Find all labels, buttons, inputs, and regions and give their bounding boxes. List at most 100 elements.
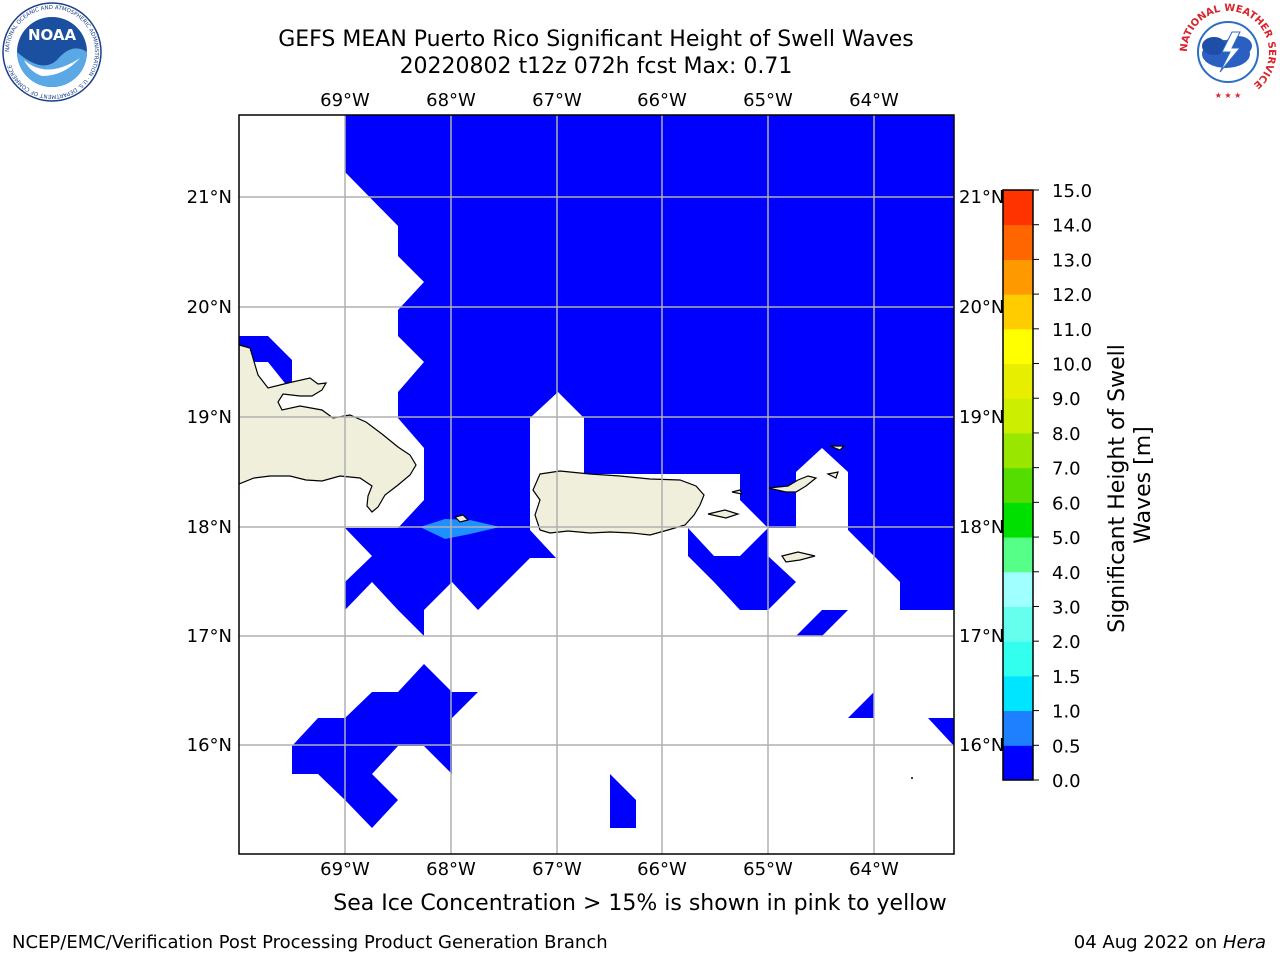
colorbar-tick-label: 10.0: [1052, 355, 1092, 376]
colorbar-segment: [1003, 190, 1033, 226]
colorbar-segment: [1003, 224, 1033, 260]
footer-credit: NCEP/EMC/Verification Post Processing Pr…: [12, 932, 608, 953]
colorbar-segment: [1003, 537, 1033, 573]
colorbar-segment: [1003, 675, 1033, 712]
map-frame: [238, 114, 955, 855]
ocean-region-south: [292, 664, 478, 828]
ocean-region-northwest-strip: [239, 336, 292, 392]
svg-text:★ ★ ★: ★ ★ ★: [1215, 91, 1242, 100]
lat-label-left: 21°N: [187, 187, 232, 208]
lat-label-right: 16°N: [959, 735, 1004, 756]
lat-label-left: 20°N: [187, 297, 232, 318]
longitude-labels-bottom: 69°W 68°W 67°W 66°W 65°W 64°W: [320, 859, 899, 880]
lon-label-top: 68°W: [426, 90, 476, 111]
lon-label-bottom: 67°W: [532, 859, 582, 880]
puerto-rico: [532, 470, 705, 536]
anegada: [826, 471, 839, 479]
colorbar-segment: [1003, 259, 1033, 295]
colorbar-tick-label: 1.0: [1052, 702, 1081, 723]
colorbar-segment: [1003, 710, 1033, 746]
colorbar-ticks: 0.0 0.5 1.0 1.5 2.0 3.0 4.0 5.0 6.0 7.0 8.0 9.0 10.0…: [1033, 181, 1092, 792]
colorbar-tick-label: 12.0: [1052, 285, 1092, 306]
colorbar-tick-label: 13.0: [1052, 250, 1092, 271]
lat-label-right: 18°N: [959, 517, 1004, 538]
lon-label-bottom: 64°W: [849, 859, 899, 880]
lon-label-bottom: 68°W: [426, 859, 476, 880]
noaa-logo-text: NOAA: [28, 26, 77, 44]
lon-label-bottom: 69°W: [320, 859, 370, 880]
lon-label-top: 69°W: [320, 90, 370, 111]
colorbar-segment: [1003, 745, 1033, 781]
sombrero: [829, 445, 846, 451]
ocean-region-east-south: [688, 528, 796, 610]
colorbar-segment: [1003, 398, 1033, 434]
colorbar-segment: [1003, 294, 1033, 330]
colorbar-segment: [1003, 502, 1033, 538]
colorbar-frame: [1002, 189, 1034, 781]
lat-label-left: 18°N: [187, 517, 232, 538]
colorbar-tick-label: 15.0: [1052, 181, 1092, 202]
colorbar-tick-label: 0.5: [1052, 736, 1081, 757]
ocean-region-small-2: [848, 692, 874, 718]
lat-label-right: 17°N: [959, 626, 1004, 647]
lat-label-right: 21°N: [959, 187, 1004, 208]
latitude-labels-right: 21°N 20°N 19°N 18°N 17°N 16°N: [959, 187, 1004, 756]
colorbar: [1002, 189, 1034, 781]
swell-field: [239, 115, 954, 828]
nws-logo: NATIONAL WEATHER SERVICE ★ ★ ★: [1179, 3, 1277, 100]
map-gridlines: [239, 115, 954, 854]
hispaniola: [239, 344, 417, 513]
lon-label-top: 65°W: [743, 90, 793, 111]
lat-label-left: 17°N: [187, 626, 232, 647]
lon-label-top: 64°W: [849, 90, 899, 111]
light-blue-swell-patch: [420, 519, 500, 539]
sea-ice-note: Sea Ice Concentration > 15% is shown in …: [333, 891, 947, 916]
colorbar-tick-label: 9.0: [1052, 389, 1081, 410]
colorbar-segment: [1003, 328, 1033, 365]
colorbar-tick-label: 14.0: [1052, 216, 1092, 237]
colorbar-segment: [1003, 571, 1033, 607]
noaa-logo: NATIONAL OCEANIC AND ATMOSPHERIC ADMINIS…: [2, 2, 102, 102]
virgin-islands-north: [767, 475, 818, 493]
vieques: [707, 509, 740, 519]
lon-label-bottom: 66°W: [637, 859, 687, 880]
latitude-labels-left: 21°N 20°N 19°N 18°N 17°N 16°N: [187, 187, 232, 756]
colorbar-segment: [1003, 363, 1033, 399]
colorbar-segment: [1003, 467, 1033, 503]
colorbar-tick-label: 5.0: [1052, 528, 1081, 549]
colorbar-tick-label: 11.0: [1052, 320, 1092, 341]
colorbar-tick-label: 8.0: [1052, 424, 1081, 445]
colorbar-label: Significant Height of Swell Waves [m]: [1105, 337, 1156, 633]
longitude-labels-top: 69°W 68°W 67°W 66°W 65°W 64°W: [320, 90, 899, 111]
colorbar-tick-label: 0.0: [1052, 771, 1081, 792]
lon-label-top: 66°W: [637, 90, 687, 111]
st-croix: [781, 551, 816, 563]
colorbar-tick-label: 4.0: [1052, 563, 1081, 584]
colorbar-segment: [1003, 432, 1033, 469]
colorbar-segment: [1003, 641, 1033, 677]
lat-label-right: 20°N: [959, 297, 1004, 318]
lat-label-left: 16°N: [187, 735, 232, 756]
colorbar-tick-label: 6.0: [1052, 493, 1081, 514]
colorbar-tick-label: 3.0: [1052, 597, 1081, 618]
footer-date: 04 Aug 2022 on Hera: [1073, 932, 1266, 953]
colorbar-tick-label: 1.5: [1052, 667, 1081, 688]
lon-label-top: 67°W: [532, 90, 582, 111]
mona-island: [453, 514, 470, 523]
lat-label-right: 19°N: [959, 407, 1004, 428]
footer-host: Hera: [1222, 932, 1266, 953]
ocean-region-main: [345, 115, 954, 610]
chart-title: GEFS MEAN Puerto Rico Significant Height…: [278, 27, 914, 52]
lat-label-left: 19°N: [187, 407, 232, 428]
ocean-region-south-small: [610, 774, 636, 828]
ocean-region-small-3: [928, 718, 954, 746]
lon-label-bottom: 65°W: [743, 859, 793, 880]
colorbar-tick-label: 2.0: [1052, 632, 1081, 653]
ocean-region-west-lobe: [345, 528, 424, 636]
culebra: [731, 489, 744, 495]
colorbar-tick-label: 7.0: [1052, 459, 1081, 480]
chart-subtitle: 20220802 t12z 072h fcst Max: 0.71: [399, 54, 793, 79]
ocean-region-small-1: [796, 610, 848, 636]
colorbar-segment: [1003, 606, 1033, 642]
